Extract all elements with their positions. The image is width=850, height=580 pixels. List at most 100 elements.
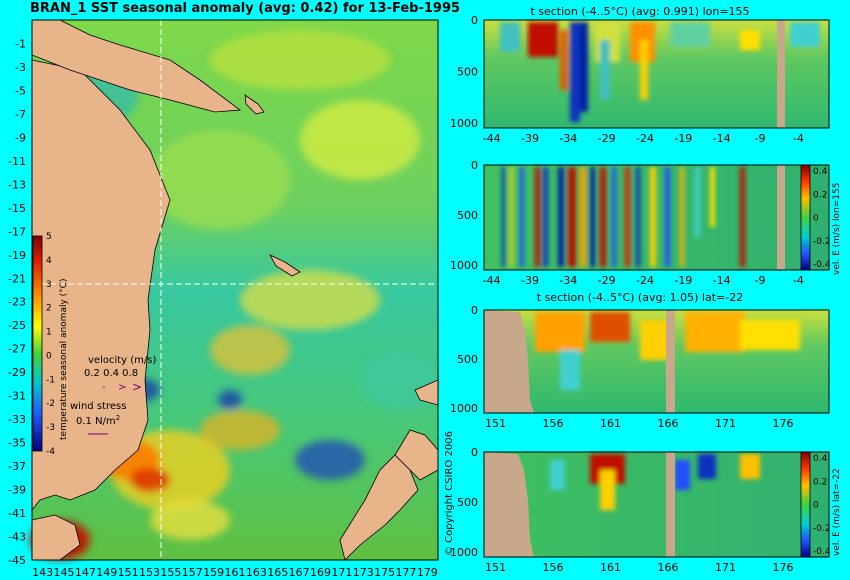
map-x-tick-label: 175 — [374, 566, 395, 579]
map-y-tick-label: -19 — [8, 249, 26, 262]
map-y-tick-label: -25 — [8, 319, 26, 332]
section-y-tick-label: 0 — [471, 14, 478, 27]
section-y-tick-label: 500 — [457, 209, 478, 222]
map-y-tick-label: -45 — [8, 554, 26, 567]
vel-colorbar-tick-label: -0.2 — [813, 524, 831, 534]
vel-section-lon-axes: 0 500 1000 -44 -39 -34 -29 -24 -19 -14 -9 -4 — [450, 159, 804, 287]
vel-colorbar-tick-label: 0.4 — [813, 167, 828, 177]
t-section-lon-title: t section (-4..5°C) (avg: 0.991) lon=155 — [530, 5, 749, 18]
section-y-tick-label: 1000 — [450, 546, 478, 559]
velocity-legend-scale: 0.2 0.4 0.8 — [84, 368, 138, 379]
map-x-tick-label: 163 — [246, 566, 267, 579]
map-y-tick-label: -13 — [8, 178, 26, 191]
new-caledonia-land — [269, 254, 301, 277]
map-y-tick-label: -39 — [8, 484, 26, 497]
map-y-tick-label: -41 — [8, 507, 26, 520]
section-x-tick-label: -9 — [755, 132, 766, 145]
section-x-tick-label: -39 — [521, 274, 539, 287]
section-y-tick-label: 1000 — [450, 117, 478, 130]
map-x-tick-label: 177 — [395, 566, 416, 579]
section-x-tick-label: 161 — [600, 417, 621, 430]
velocity-legend-arrows: - > > — [102, 380, 142, 394]
map-y-tick-label: -43 — [8, 531, 26, 544]
section-x-tick-label: 161 — [600, 561, 621, 574]
sst-colorbar-tick-label: 4 — [46, 256, 52, 266]
map-y-ticks: -1 -3 -5 -7 -9 -11 -13 -15 -17 -19 -21 -23 -25 -27 -29… — [8, 37, 26, 567]
vel-colorbar-tick-label: 0.4 — [813, 454, 828, 464]
map-x-tick-label: 143 — [32, 566, 53, 579]
map-frame — [31, 19, 439, 561]
section-x-tick-label: -44 — [483, 132, 501, 145]
solomon-islands-land — [244, 94, 265, 115]
sst-colorbar-tick-label: -4 — [46, 447, 55, 457]
section-x-tick-label: -34 — [559, 274, 577, 287]
section-x-tick-label: 166 — [658, 561, 679, 574]
section-x-tick-label: -44 — [483, 274, 501, 287]
sst-colorbar-tick-label: -1 — [46, 375, 55, 385]
section-x-tick-label: -19 — [674, 274, 692, 287]
vel-section-lon-plot — [483, 164, 830, 271]
copyright-text: © Copyright CSIRO 2006 — [444, 431, 455, 556]
velocity-legend-label: velocity (m/s) — [88, 355, 156, 366]
sst-colorbar-tick-label: -2 — [46, 399, 55, 409]
section-x-tick-label: 171 — [715, 561, 736, 574]
map-y-tick-label: -23 — [8, 296, 26, 309]
section-x-tick-label: 176 — [773, 417, 794, 430]
sst-colorbar-ticks: 5 4 3 2 1 0 -1 -2 -3 -4 — [46, 232, 55, 457]
sst-colorbar-tick-label: 3 — [46, 280, 52, 290]
new-guinea-land — [31, 19, 242, 113]
section-x-tick-label: -9 — [755, 274, 766, 287]
t-section-lon-axes: 0 500 1000 -44 -39 -34 -29 -24 -19 -14 -9 -4 — [450, 14, 804, 145]
map-x-tick-label: 159 — [203, 566, 224, 579]
map-y-tick-label: -17 — [8, 225, 26, 238]
section-panels: t section (-4..5°C) (avg: 0.991) lon=155… — [444, 5, 842, 574]
vel-colorbar-tick-label: 0.2 — [813, 477, 827, 487]
sst-colorbar-tick-label: 1 — [46, 328, 52, 338]
map-x-tick-label: 151 — [118, 566, 139, 579]
map-x-tick-label: 179 — [417, 566, 438, 579]
map-x-tick-label: 167 — [289, 566, 310, 579]
map-x-tick-label: 169 — [310, 566, 331, 579]
vel-lon-colorbar — [800, 164, 811, 271]
vel-lat-colorbar — [800, 451, 811, 558]
map-y-tick-label: -1 — [15, 37, 26, 50]
section-y-tick-label: 500 — [457, 496, 478, 509]
section-x-tick-label: 151 — [485, 561, 506, 574]
t-section-lat-plot — [483, 309, 830, 414]
map-y-tick-label: -11 — [8, 155, 26, 168]
map-y-tick-label: -21 — [8, 272, 26, 285]
vel-section-lat-plot — [483, 451, 830, 558]
section-x-tick-label: -14 — [713, 274, 731, 287]
map-x-tick-label: 157 — [182, 566, 203, 579]
section-y-tick-label: 500 — [457, 65, 478, 78]
vel-colorbar-tick-label: 0.2 — [813, 190, 827, 200]
section-x-tick-label: -14 — [713, 132, 731, 145]
section-x-tick-label: -24 — [636, 132, 654, 145]
section-y-tick-label: 1000 — [450, 259, 478, 272]
vel-section-lat-axes: 0 500 1000 151 156 161 166 171 176 — [450, 446, 794, 574]
sst-colorbar-label: temperature seasonal anomaly (°C) — [59, 279, 69, 440]
svg-text:-: - — [102, 382, 106, 393]
section-x-tick-label: -29 — [598, 132, 616, 145]
vel-lat-colorbar-label: vel. E (m/s) lat=-22 — [832, 468, 842, 556]
vel-lon-colorbar-label: vel. E (m/s) lon=155 — [832, 183, 842, 275]
map-x-tick-label: 145 — [54, 566, 75, 579]
section-x-tick-label: -24 — [636, 274, 654, 287]
sst-colorbar-tick-label: -3 — [46, 423, 55, 433]
vel-colorbar-tick-label: -0.4 — [813, 547, 831, 557]
sst-colorbar — [32, 235, 43, 452]
section-x-tick-label: -4 — [793, 274, 804, 287]
vel-colorbar-tick-label: -0.2 — [813, 237, 831, 247]
map-x-tick-label: 165 — [267, 566, 288, 579]
map-y-tick-label: -15 — [8, 202, 26, 215]
map-x-tick-label: 161 — [225, 566, 246, 579]
map-y-tick-label: -5 — [15, 84, 26, 97]
svg-text:>: > — [118, 382, 126, 393]
wind-stress-legend-label: wind stress — [70, 401, 126, 412]
map-x-tick-label: 171 — [331, 566, 352, 579]
t-section-lat-axes: 0 500 1000 151 156 161 166 171 176 — [450, 304, 794, 430]
vel-colorbar-tick-label: -0.4 — [813, 260, 831, 270]
new-zealand-land — [339, 454, 419, 561]
section-y-tick-label: 0 — [471, 304, 478, 317]
map-x-tick-label: 173 — [353, 566, 374, 579]
